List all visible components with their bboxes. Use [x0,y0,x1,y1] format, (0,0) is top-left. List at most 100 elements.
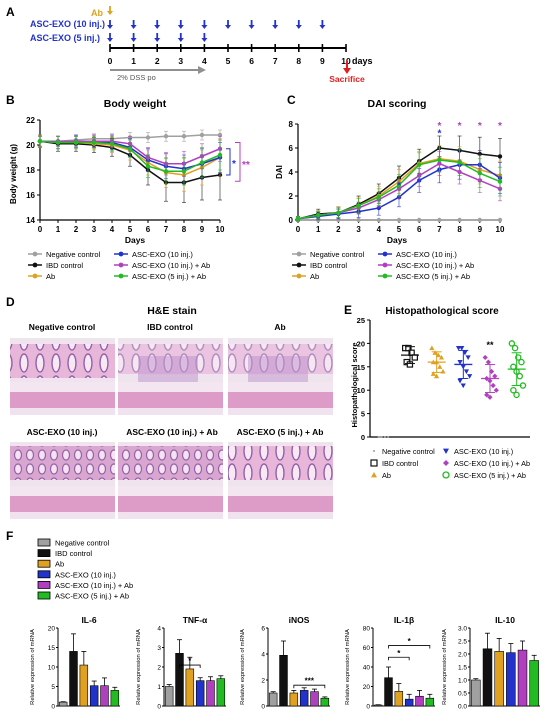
score-point-exo5ab [518,358,525,366]
legend-label-ab: Ab [46,272,55,281]
panel-a-timeline: A Ab ASC-EXO (10 inj.) ASC-EXO (5 inj.) … [6,5,373,84]
data-point-exo5ab [55,140,61,145]
y-tick-label: 0 [157,704,161,711]
y-tick-label: 4 [289,168,294,177]
bar-ibd [175,653,184,707]
legend-swatch-exo5ab [37,591,51,600]
x-tick-label: 6 [146,225,151,234]
significance-mark: * [232,159,236,170]
y-tick-label: 60 [363,645,371,652]
legend-marker-ibd [32,262,38,268]
score-point-neg [379,436,381,438]
legend-b: Negative control ASC-EXO (10 inj.) IBD con… [28,250,210,281]
score-point-ab [437,364,443,369]
score-point-neg [384,436,386,438]
tissue-mucosa [118,446,223,480]
bar-chart-F1: IL-6 Relative expression of mRNA 0 5 10 15 20 [30,615,120,711]
data-point-exo5ab [181,169,187,174]
data-point-exo5ab [91,140,97,145]
row1-injection-arrow-head [248,25,255,29]
panel-f-letter: F [6,529,13,543]
bar-ibd [279,654,288,707]
bar-exo10 [299,690,309,707]
score-point-exo10ab [485,359,491,365]
legend-label-exo10: ASC-EXO (10 inj.) [396,250,457,259]
legend-marker-ab [371,472,377,478]
score-point-exo5ab [508,340,516,347]
data-point-neg [396,217,402,223]
tissue-muscle [118,496,223,512]
data-point-exo5ab [295,216,301,221]
significance-mark: ** [486,340,494,350]
row1-injection-arrow-head [295,25,302,29]
days-label: days [352,56,373,66]
data-point-neg [181,134,187,139]
y-tick-label: 20 [357,339,365,348]
timeline-day-label: 8 [296,56,301,66]
timeline-day-label: 2 [155,56,160,66]
y-tick-label: 2 [289,192,294,201]
legend-label-exo5ab: ASC-EXO (5 inj.) + Ab [55,592,129,601]
bar-exo10 [89,685,99,707]
bar-ab [494,651,504,707]
row1-injection-arrow-head [319,25,326,29]
x-tick-label: 0 [38,225,43,234]
panel-c-dai: C DAI scoring DAI Days 0 2 4 6 8 0 1 2 3 4 5 6 7 8 9 10… [275,93,505,245]
y-tick-label: 16 [26,191,35,200]
legend-e: Negative control ASC-EXO (10 inj.) IBD con… [370,447,530,480]
panel-d-letter: D [6,295,15,309]
bar-ab [394,691,404,707]
he-title: H&E stain [147,305,197,317]
sacrifice-label: Sacrifice [329,74,365,84]
legend-label-exo10ab: ASC-EXO (10 inj.) + Ab [454,459,530,468]
x-tick-label: 9 [200,225,205,234]
bar-exo5ab [320,697,330,707]
bar-neg [373,704,383,707]
legend-marker-exo10ab [443,460,449,466]
y-tick-label: 2 [157,665,161,672]
tissue-serosa [10,512,115,519]
y-tick-label: 10 [48,665,56,672]
row1-injection-arrow-head [272,25,279,29]
score-point-exo10ab [492,373,498,379]
y-tick-label: 1.0 [458,678,467,685]
y-tick-label: 0 [289,216,294,225]
tissue-mucosa [118,344,223,374]
legend-marker-ibd [296,262,302,268]
bar-chart-title: TNF-α [183,615,208,625]
y-tick-label: 5 [51,684,55,691]
score-point-exo5ab [511,344,519,352]
legend-label-ab: Ab [382,471,391,480]
significance-bracket [179,664,201,669]
chart-b-title: Body weight [104,98,167,110]
he-caption: ASC-EXO (10 inj.) [27,427,98,437]
panel-e-letter: E [344,303,352,317]
y-tick-label: 4 [261,652,265,659]
significance-mark: *** [305,677,315,686]
legend-label-exo10ab: ASC-EXO (10 inj.) + Ab [132,261,210,270]
row1-label: ASC-EXO (10 inj.) [30,19,105,29]
bar-neg [164,686,174,707]
data-point-neg [437,217,442,223]
timeline-day-label: 4 [202,56,207,66]
y-tick-label: 22 [26,116,35,125]
significance-mark: * [437,121,441,132]
score-point-exo10 [465,355,471,361]
tissue-serosa [228,512,333,519]
bar-chart-F2: TNF-α Relative expression of mRNA 0 1 2 3 4 * [136,615,226,711]
legend-marker-ibd [370,459,378,467]
row1-injection-arrow-head [177,25,184,29]
y-tick-label: 1.5 [458,665,467,672]
he-caption: Ab [274,322,285,332]
y-tick-label: 80 [363,626,371,633]
score-point-exo10ab [493,387,499,393]
y-tick-label: 3.0 [458,626,467,633]
data-point-neg [199,132,205,138]
score-point-ab [438,354,445,360]
tissue-submucosa [10,486,115,496]
bar-exo10ab [415,695,424,707]
data-point-exo5ab [316,213,321,218]
score-point-exo10ab [489,368,495,375]
y-tick-label: 0 [261,704,265,711]
